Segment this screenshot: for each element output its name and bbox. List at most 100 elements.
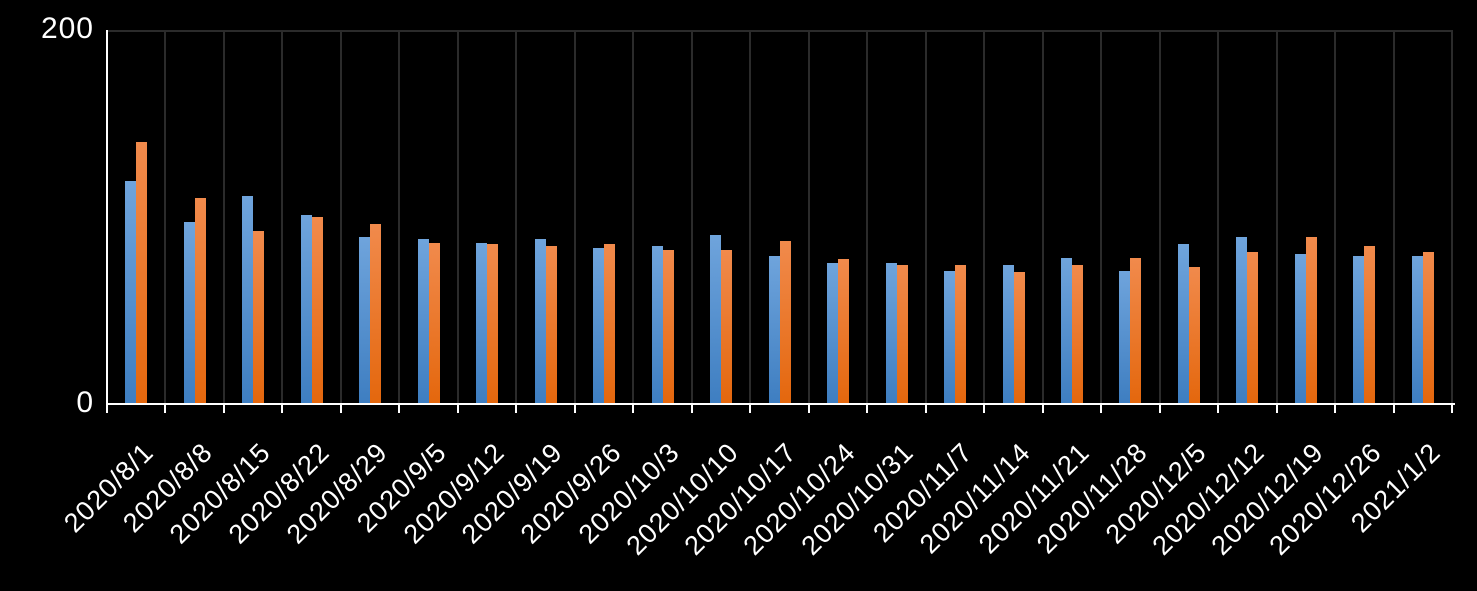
x-axis-tick [281, 405, 284, 413]
blue-series-bar [359, 237, 371, 403]
x-axis-tick [106, 405, 108, 413]
category-column [810, 30, 869, 403]
orange-series-bar [1422, 251, 1434, 403]
orange-series-bar [1305, 237, 1317, 403]
orange-series-bar [955, 265, 967, 403]
x-axis-tick [456, 405, 459, 413]
category-column [225, 30, 284, 403]
blue-series-bar [885, 263, 897, 403]
category-column [927, 30, 986, 403]
category-column [1336, 30, 1395, 403]
x-axis-labels: 2020/8/1 2020/8/8 2020/8/15 2020/8/22 2020/8… [58, 437, 1452, 567]
x-axis-tick [1217, 405, 1220, 413]
category-column [1044, 30, 1103, 403]
orange-series-bar [428, 242, 440, 403]
blue-series-bar [476, 242, 488, 403]
x-axis-line [106, 403, 1455, 405]
y-axis-line [106, 30, 108, 412]
orange-series-bar [1071, 265, 1083, 403]
orange-series-bar [779, 240, 791, 403]
orange-series-bar [662, 250, 674, 403]
category-column [400, 30, 459, 403]
category-column [1278, 30, 1337, 403]
category-column [517, 30, 576, 403]
orange-series-bar [1130, 257, 1142, 403]
blue-series-bar [534, 238, 546, 403]
blue-series-bar [1119, 270, 1131, 403]
orange-series-bar [545, 246, 557, 403]
x-axis-tick [690, 405, 693, 413]
y-axis-label-min: 0 [76, 386, 94, 419]
orange-series-bar [838, 259, 850, 403]
category-column [634, 30, 693, 403]
blue-series-bar [183, 222, 195, 403]
x-axis-tick [1392, 405, 1395, 413]
x-axis-tick [866, 405, 869, 413]
blue-series-bar [651, 246, 663, 403]
plot-area [108, 30, 1454, 403]
orange-series-bar [311, 216, 323, 403]
orange-series-bar [896, 265, 908, 403]
blue-series-bar [1060, 257, 1072, 403]
blue-series-bar [827, 263, 839, 403]
orange-series-bar [1364, 246, 1376, 403]
orange-series-bar [1247, 251, 1259, 403]
orange-series-bar [194, 197, 206, 403]
blue-series-bar [1002, 265, 1014, 403]
x-axis-tick [222, 405, 225, 413]
x-axis-tick [398, 405, 401, 413]
blue-series-bar [1177, 244, 1189, 403]
category-column [985, 30, 1044, 403]
x-axis-tick [983, 405, 986, 413]
blue-series-bar [1294, 253, 1306, 403]
category-column [1219, 30, 1278, 403]
blue-series-bar [1353, 255, 1365, 403]
orange-series-bar [604, 244, 616, 403]
orange-series-bar [1013, 272, 1025, 403]
orange-series-bar [721, 250, 733, 403]
category-column [108, 30, 167, 403]
x-axis-tick [1100, 405, 1103, 413]
x-axis-tick [1041, 405, 1044, 413]
category-column [1102, 30, 1161, 403]
blue-series-bar [417, 238, 429, 403]
category-column [342, 30, 401, 403]
x-axis-tick [1158, 405, 1161, 413]
blue-series-bar [1411, 255, 1423, 403]
x-axis-tick [749, 405, 752, 413]
x-axis-tick [339, 405, 342, 413]
orange-series-bar [253, 231, 265, 403]
category-column [751, 30, 810, 403]
category-column [576, 30, 635, 403]
orange-series-bar [136, 141, 148, 403]
top-gridline [107, 30, 1453, 32]
orange-series-bar [487, 244, 499, 403]
y-axis-label-max: 200 [40, 12, 94, 45]
blue-series-bar [593, 248, 605, 403]
category-column [868, 30, 927, 403]
orange-series-bar [370, 223, 382, 403]
x-axis-tick [632, 405, 635, 413]
category-column [459, 30, 518, 403]
category-column [1161, 30, 1220, 403]
blue-series-bar [710, 235, 722, 403]
blue-series-bar [944, 270, 956, 403]
x-axis-tick [164, 405, 167, 413]
category-column [166, 30, 225, 403]
x-axis-tick [1334, 405, 1337, 413]
category-column [693, 30, 752, 403]
x-axis-tick [1275, 405, 1278, 413]
category-column [283, 30, 342, 403]
x-axis-tick [1451, 405, 1453, 413]
orange-series-bar [1188, 266, 1200, 403]
blue-series-bar [1236, 237, 1248, 403]
blue-series-bar [125, 181, 137, 403]
x-axis-tick [924, 405, 927, 413]
x-axis-tick [807, 405, 810, 413]
blue-series-bar [242, 196, 254, 403]
x-axis-tick [515, 405, 518, 413]
x-axis-ticks [0, 405, 1477, 413]
blue-series-bar [768, 255, 780, 403]
x-axis-tick [573, 405, 576, 413]
category-column [1395, 30, 1454, 403]
